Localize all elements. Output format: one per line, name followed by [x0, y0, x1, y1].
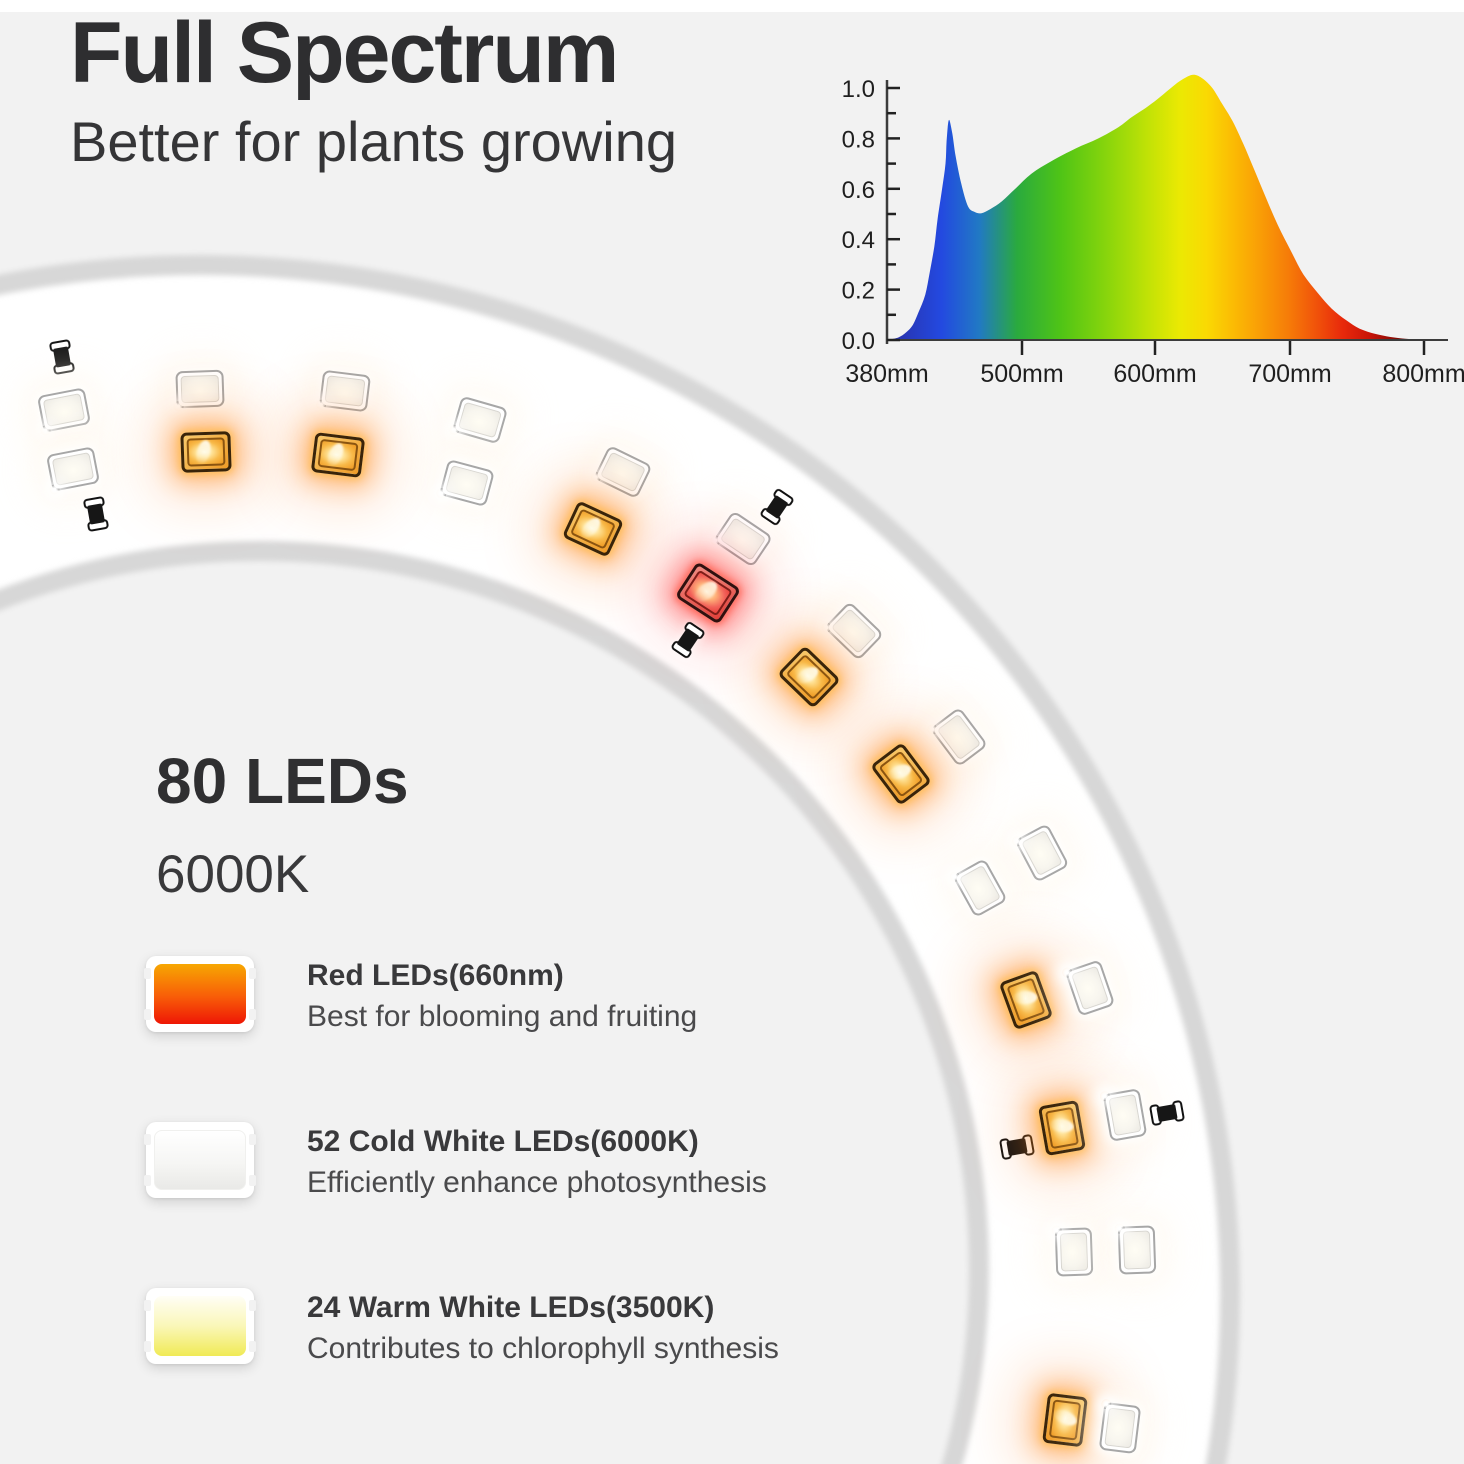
- legend-desc: Efficiently enhance photosynthesis: [307, 1166, 767, 1199]
- led-chip-white: [593, 444, 653, 500]
- resistor-chip: [669, 619, 707, 661]
- y-tick-label: 0.4: [842, 227, 875, 254]
- warm-white-led-swatch-icon: [144, 1288, 256, 1364]
- x-tick-label: 380mm: [845, 360, 928, 388]
- y-tick-label: 0.2: [842, 278, 875, 305]
- led-chip-warm: [561, 500, 625, 558]
- x-tick-label: 800mm: [1382, 360, 1464, 388]
- resistor-chip: [82, 494, 110, 534]
- led-chip-white: [1098, 1401, 1142, 1455]
- led-legend: Red LEDs(660nm) Best for blooming and fr…: [144, 956, 779, 1454]
- red-led-swatch-pad: [154, 964, 246, 1024]
- legend-title: 52 Cold White LEDs(6000K): [307, 1125, 699, 1158]
- led-chip-white: [439, 458, 495, 508]
- red-led-swatch-icon: [144, 956, 256, 1032]
- led-count: 80 LEDs: [156, 745, 409, 817]
- top-white-strip: [0, 0, 1464, 12]
- led-chip-white: [318, 369, 372, 413]
- cold-white-led-swatch-pad: [154, 1130, 246, 1190]
- x-tick-label: 700mm: [1248, 360, 1331, 388]
- resistor-chip: [758, 486, 796, 528]
- ring-band-hole: [0, 551, 979, 1464]
- led-chip-white: [1102, 1088, 1148, 1142]
- led-chip-white: [1054, 1227, 1094, 1277]
- y-tick-label: 1.0: [842, 76, 875, 103]
- legend-title: 24 Warm White LEDs(3500K): [307, 1291, 715, 1324]
- led-info: 80 LEDs 6000K: [156, 744, 409, 905]
- resistor-chip: [48, 337, 76, 377]
- spectrum-chart: 0.0 0.2 0.4 0.6 0.8 1.0 380mm 500mm 600mm 700mm 80…: [842, 74, 1464, 388]
- y-tick-label: 0.0: [842, 328, 875, 355]
- led-chip-warm: [869, 741, 933, 807]
- x-tick-label: 500mm: [980, 360, 1063, 388]
- resistor-chip: [1147, 1099, 1187, 1127]
- x-tick-label: 600mm: [1113, 360, 1196, 388]
- led-chip-white: [952, 858, 1008, 918]
- y-tick-label: 0.8: [842, 126, 875, 153]
- legend-text: 52 Cold White LEDs(6000K) Efficiently en…: [307, 1122, 767, 1200]
- ring-outer-rim: [0, 255, 1240, 1464]
- led-chip-white: [45, 446, 101, 492]
- legend-text: Red LEDs(660nm) Best for blooming and fr…: [307, 956, 697, 1034]
- header: Full Spectrum Better for plants growing: [70, 6, 677, 174]
- page-subtitle: Better for plants growing: [70, 109, 677, 173]
- led-chip-warm: [1042, 1392, 1088, 1448]
- legend-text: 24 Warm White LEDs(3500K) Contributes to…: [307, 1288, 779, 1366]
- led-chip-white: [175, 369, 225, 409]
- led-chip-red: [674, 561, 742, 625]
- cold-white-led-swatch-icon: [144, 1122, 256, 1198]
- color-temperature: 6000K: [156, 845, 310, 904]
- y-tick-label: 0.6: [842, 177, 875, 204]
- legend-title: Red LEDs(660nm): [307, 959, 564, 992]
- led-chip-white: [929, 706, 989, 768]
- led-chip-warm: [180, 431, 232, 473]
- legend-item-cold-white: 52 Cold White LEDs(6000K) Efficiently en…: [144, 1122, 779, 1200]
- legend-item-red: Red LEDs(660nm) Best for blooming and fr…: [144, 956, 779, 1034]
- led-chip-white: [823, 601, 885, 661]
- spectrum-curve: [887, 74, 1430, 341]
- led-chip-warm: [998, 969, 1054, 1031]
- led-chip-warm: [777, 645, 841, 709]
- legend-desc: Best for blooming and fruiting: [307, 1000, 698, 1033]
- led-chip-white: [1064, 959, 1116, 1017]
- resistor-chip: [997, 1133, 1037, 1161]
- legend-item-warm-white: 24 Warm White LEDs(3500K) Contributes to…: [144, 1288, 779, 1366]
- led-chip-warm: [1037, 1099, 1087, 1157]
- page-title: Full Spectrum: [70, 5, 619, 101]
- led-chip-white: [1014, 823, 1070, 883]
- led-chip-white: [36, 387, 92, 433]
- led-chip-white: [1117, 1225, 1157, 1275]
- warm-white-led-swatch-pad: [154, 1296, 246, 1356]
- ring-inner-rim: [0, 541, 989, 1464]
- legend-desc: Contributes to chlorophyll synthesis: [307, 1332, 779, 1365]
- led-chip-white: [451, 395, 509, 445]
- led-chip-warm: [310, 432, 366, 478]
